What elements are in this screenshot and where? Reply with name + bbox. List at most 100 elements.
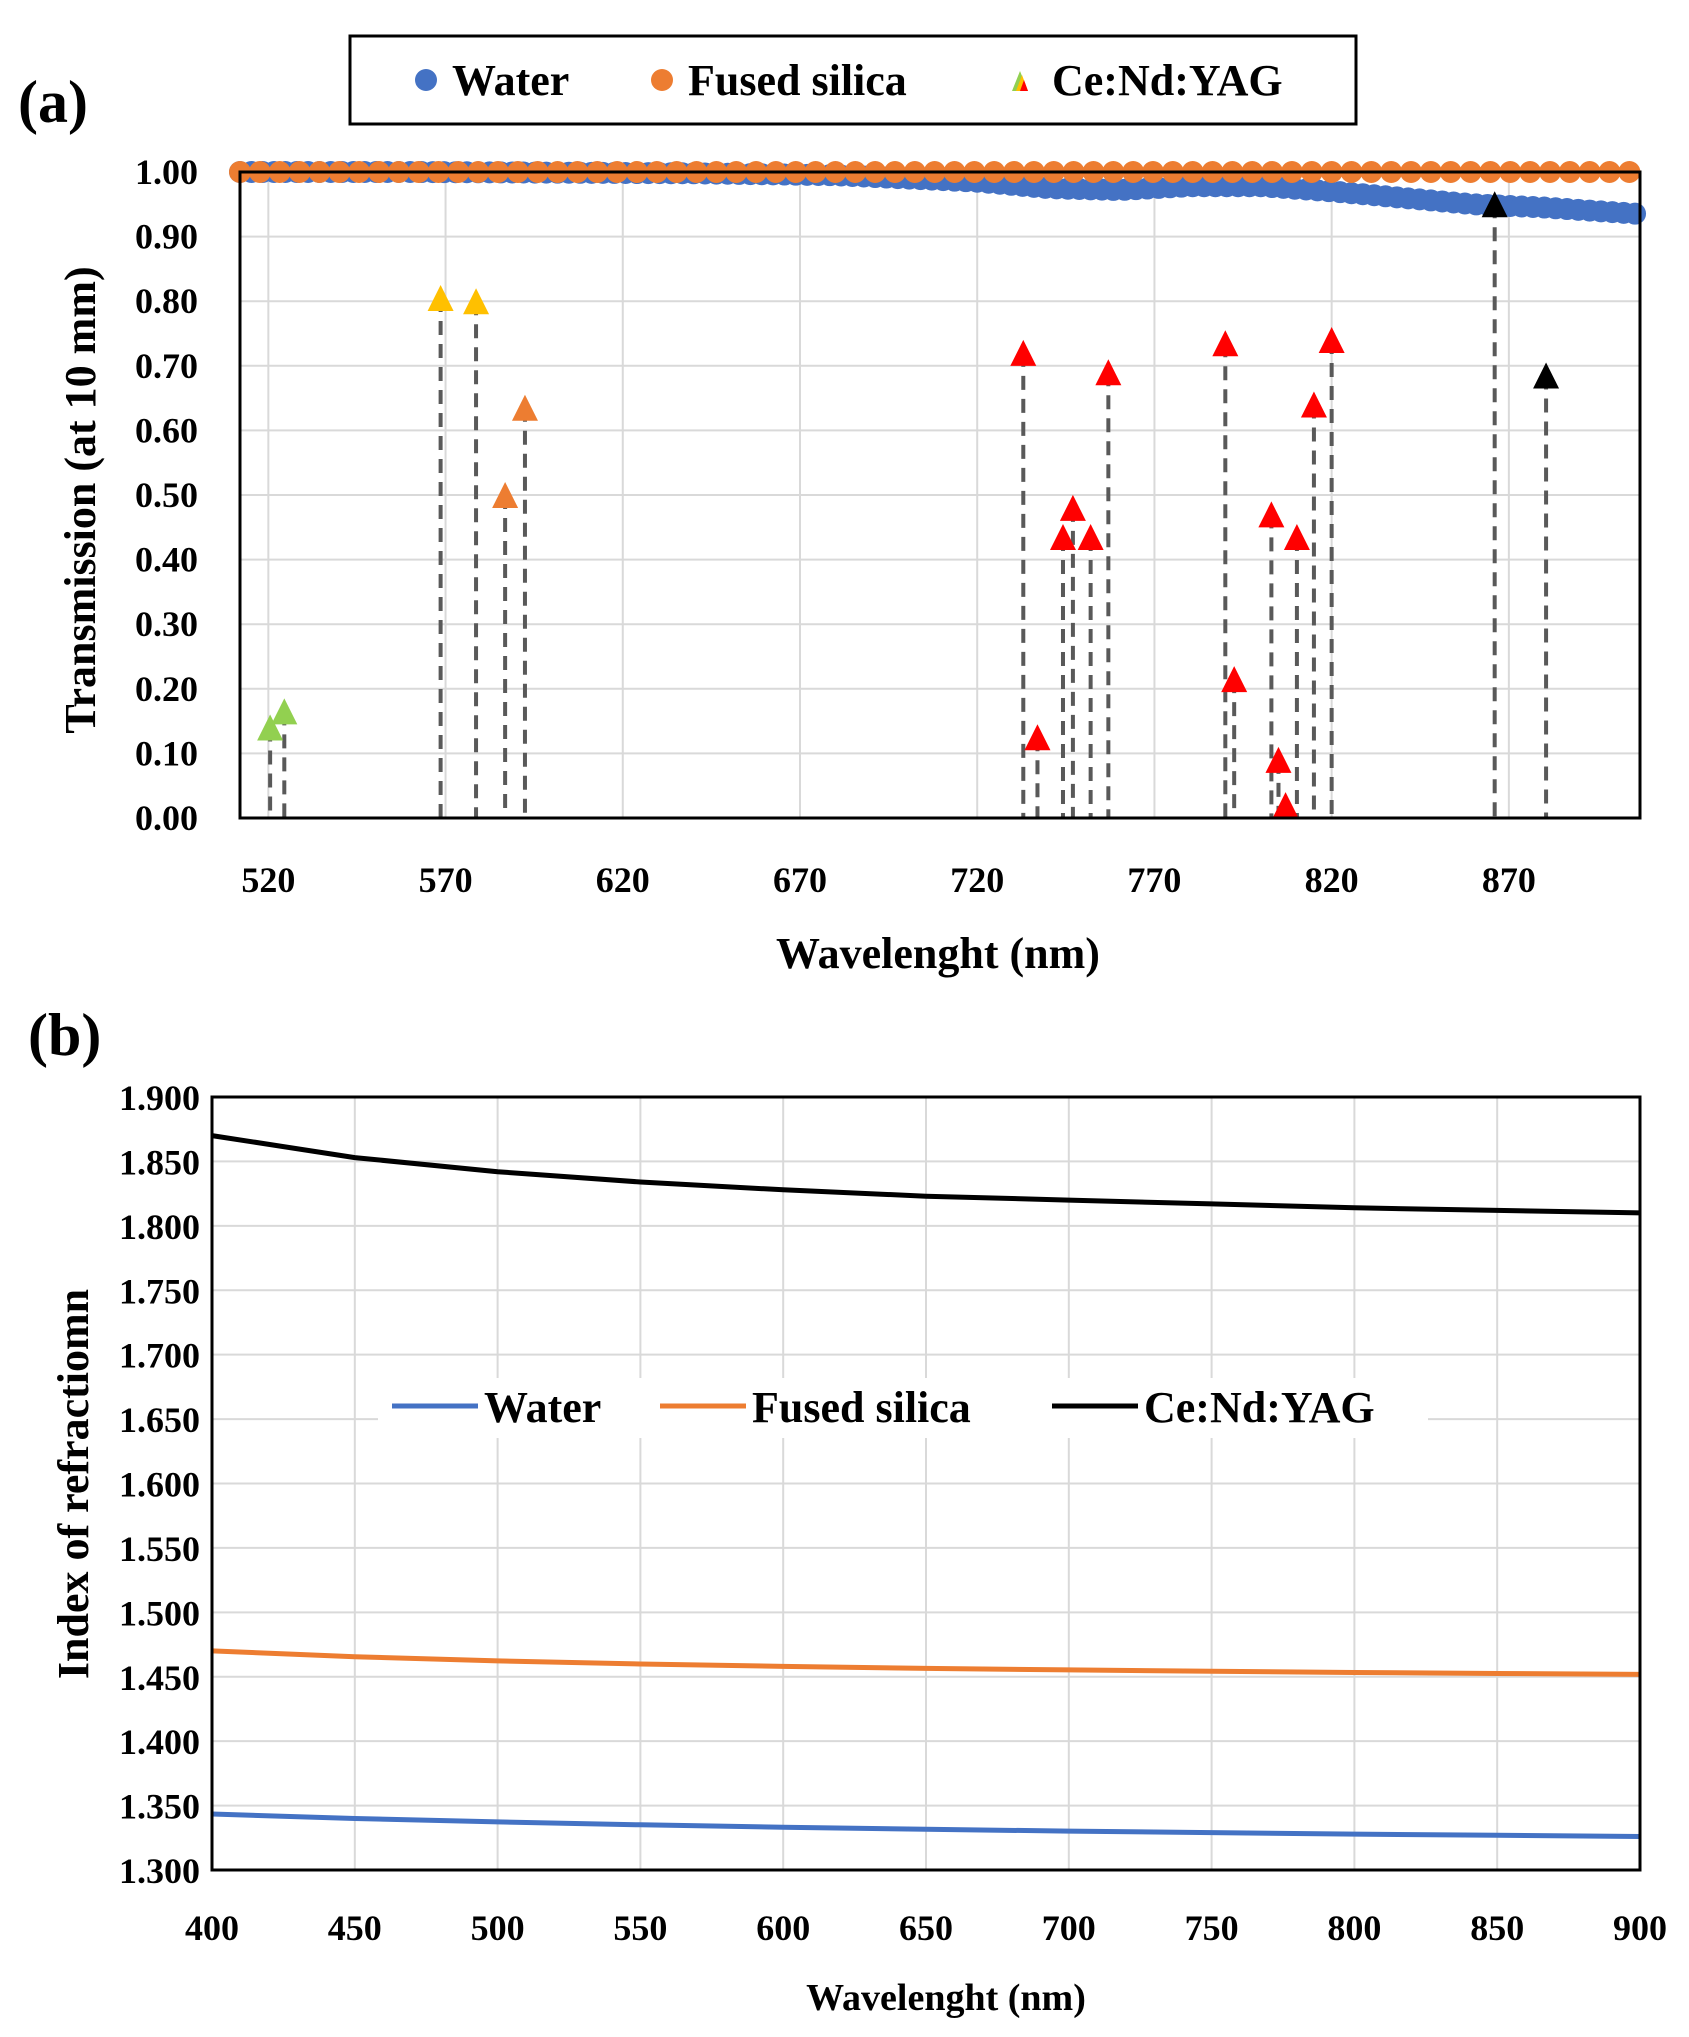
y-tick-label: 0.20 bbox=[135, 669, 198, 709]
cendyag-point bbox=[1481, 191, 1508, 218]
cendyag-point bbox=[463, 288, 490, 315]
x-tick-label: 450 bbox=[328, 1908, 382, 1948]
cendyag-point bbox=[257, 714, 284, 741]
y-tick-label: 1.550 bbox=[119, 1529, 200, 1569]
cendyag-point bbox=[1212, 330, 1239, 357]
x-tick-label: 870 bbox=[1482, 860, 1536, 900]
y-tick-label: 1.400 bbox=[119, 1722, 200, 1762]
legend-water-label: Water bbox=[484, 1383, 601, 1432]
y-tick-label: 1.850 bbox=[119, 1142, 200, 1182]
panel-a-x-ticks: 520 570 620 670 720 770 820 870 bbox=[241, 860, 1536, 900]
y-tick-label: 1.00 bbox=[135, 152, 198, 192]
y-tick-label: 0.90 bbox=[135, 217, 198, 257]
legend-cendyag-marker bbox=[1012, 71, 1028, 91]
water-point bbox=[1624, 202, 1647, 225]
y-tick-label: 0.10 bbox=[135, 733, 198, 773]
x-tick-label: 850 bbox=[1470, 1908, 1524, 1948]
x-tick-label: 820 bbox=[1305, 860, 1359, 900]
x-tick-label: 700 bbox=[1042, 1908, 1096, 1948]
series-line-ce-nd-yag bbox=[211, 1133, 1641, 1216]
panel-a: (a) Water Fused silica Ce:Nd:YAG 0.00 0.1… bbox=[18, 34, 1647, 978]
x-tick-label: 800 bbox=[1327, 1908, 1381, 1948]
cendyag-point bbox=[1258, 501, 1285, 528]
y-tick-label: 1.800 bbox=[119, 1207, 200, 1247]
legend-cendyag-label: Ce:Nd:YAG bbox=[1144, 1383, 1375, 1432]
legend-background bbox=[378, 1378, 1428, 1438]
legend-fused-silica-label: Fused silica bbox=[752, 1383, 971, 1432]
y-tick-label: 1.450 bbox=[119, 1658, 200, 1698]
panel-b-y-ticks: 1.300 1.350 1.400 1.450 1.500 1.550 1.600 1.650… bbox=[119, 1078, 200, 1891]
x-tick-label: 400 bbox=[185, 1908, 239, 1948]
x-tick-label: 670 bbox=[773, 860, 827, 900]
legend-box bbox=[348, 34, 1358, 126]
panel-a-legend: Water Fused silica Ce:Nd:YAG bbox=[348, 34, 1358, 126]
x-tick-label: 750 bbox=[1185, 1908, 1239, 1948]
cendyag-point bbox=[1049, 523, 1076, 550]
panel-b-series bbox=[211, 1133, 1641, 1839]
cendyag-point bbox=[492, 482, 519, 508]
y-tick-label: 0.70 bbox=[135, 346, 198, 386]
cendyag-point bbox=[1318, 326, 1345, 353]
cendyag-point bbox=[511, 394, 538, 421]
cendyag-point bbox=[1265, 746, 1292, 773]
cendyag-point bbox=[1077, 523, 1104, 550]
series-line-fused-silica bbox=[211, 1648, 1641, 1677]
y-tick-label: 1.700 bbox=[119, 1336, 200, 1376]
cendyag-point bbox=[1095, 359, 1122, 386]
x-tick-label: 520 bbox=[241, 860, 295, 900]
panel-a-label: (a) bbox=[18, 69, 88, 135]
panel-a-stems bbox=[268, 204, 1549, 818]
x-tick-label: 650 bbox=[899, 1908, 953, 1948]
x-tick-label: 900 bbox=[1613, 1908, 1667, 1948]
y-tick-label: 1.650 bbox=[119, 1400, 200, 1440]
x-tick-label: 620 bbox=[596, 860, 650, 900]
legend-cendyag-label: Ce:Nd:YAG bbox=[1052, 56, 1283, 105]
y-tick-label: 1.350 bbox=[119, 1787, 200, 1827]
y-tick-label: 0.40 bbox=[135, 540, 198, 580]
x-tick-label: 570 bbox=[419, 860, 473, 900]
y-tick-label: 1.600 bbox=[119, 1465, 200, 1505]
panel-b-plot-frame bbox=[210, 1095, 1642, 1872]
cendyag-point bbox=[1010, 339, 1037, 366]
y-tick-label: 1.300 bbox=[119, 1851, 200, 1891]
cendyag-point bbox=[1533, 362, 1560, 389]
cendyag-point bbox=[1221, 666, 1248, 693]
y-tick-label: 0.30 bbox=[135, 604, 198, 644]
panel-a-y-ticks: 0.00 0.10 0.20 0.30 0.40 0.50 0.60 0.70 0.80 0.90… bbox=[135, 152, 198, 838]
legend-water-marker bbox=[415, 69, 437, 91]
x-tick-label: 600 bbox=[756, 1908, 810, 1948]
cendyag-point bbox=[1059, 494, 1086, 521]
panel-b-legend: Water Fused silica Ce:Nd:YAG bbox=[378, 1378, 1428, 1438]
panel-b-label: (b) bbox=[28, 1002, 101, 1068]
y-tick-label: 1.500 bbox=[119, 1593, 200, 1633]
legend-water-label: Water bbox=[452, 56, 569, 105]
cendyag-point bbox=[1283, 523, 1310, 550]
panel-b-x-ticks: 400 450 500 550 600 650 700 750 800 850 900 bbox=[185, 1908, 1667, 1948]
panel-a-cendyag-series bbox=[257, 191, 1560, 819]
cendyag-point bbox=[427, 284, 454, 311]
y-tick-label: 0.60 bbox=[135, 410, 198, 450]
y-tick-label: 1.900 bbox=[119, 1078, 200, 1118]
panel-b-gridlines bbox=[211, 1096, 1641, 1871]
cendyag-point bbox=[1272, 792, 1299, 819]
legend-fused-silica-label: Fused silica bbox=[688, 56, 907, 105]
legend-fused-silica-marker bbox=[651, 69, 673, 91]
panel-a-x-axis-label: Wavelenght (nm) bbox=[776, 929, 1100, 978]
series-line-water bbox=[211, 1811, 1641, 1839]
panel-b-y-axis-label: Index of refractiomn bbox=[49, 1289, 98, 1679]
x-tick-label: 770 bbox=[1127, 860, 1181, 900]
cendyag-point bbox=[1024, 724, 1051, 751]
x-tick-label: 550 bbox=[613, 1908, 667, 1948]
cendyag-point bbox=[271, 698, 298, 725]
y-tick-label: 0.80 bbox=[135, 281, 198, 321]
panel-a-gridlines bbox=[240, 171, 1640, 819]
panel-b: (b) Water Fused silica Ce:Nd:YAG 1.3001.… bbox=[28, 1002, 1667, 2019]
panel-b-x-axis-label: Wavelenght (nm) bbox=[806, 1977, 1086, 2019]
panel-a-y-axis-label: Transmission (at 10 mm) bbox=[56, 266, 105, 733]
y-tick-label: 0.50 bbox=[135, 475, 198, 515]
x-tick-label: 720 bbox=[950, 860, 1004, 900]
x-tick-label: 500 bbox=[471, 1908, 525, 1948]
cendyag-point bbox=[1300, 391, 1327, 418]
y-tick-label: 0.00 bbox=[135, 798, 198, 838]
